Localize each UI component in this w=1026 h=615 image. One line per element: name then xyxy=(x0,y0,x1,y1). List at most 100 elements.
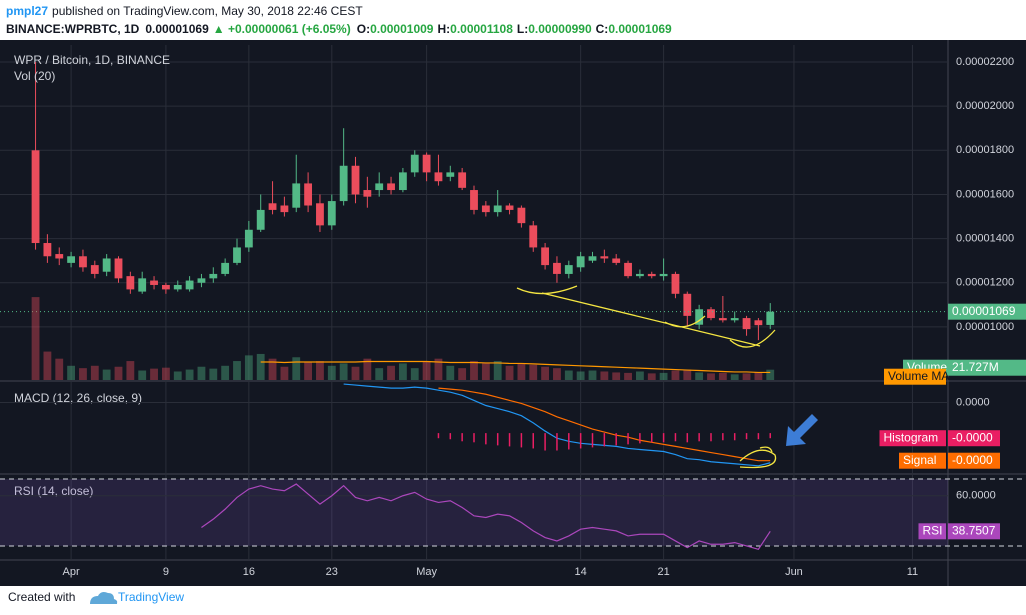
volume-bar xyxy=(304,362,313,380)
volume-bar xyxy=(493,361,502,380)
volume-bar xyxy=(635,371,644,380)
volume-bar xyxy=(564,370,573,380)
volume-bar xyxy=(327,365,336,380)
ohlc-value: 0.00001108 xyxy=(450,22,513,36)
footer-brand[interactable]: TradingView xyxy=(118,590,184,604)
x-tick-label: Apr xyxy=(63,566,80,578)
candle-body xyxy=(588,256,597,261)
volume-bar xyxy=(612,372,621,380)
symbol: BINANCE:WPRBTC, 1D xyxy=(6,22,140,36)
footer-bg xyxy=(0,586,1026,615)
volume-bar xyxy=(588,370,597,380)
author: pmpl27 xyxy=(6,4,48,18)
candle-body xyxy=(31,150,40,244)
volume-bar xyxy=(292,357,301,380)
volume-bar xyxy=(244,355,253,380)
volume-bar xyxy=(233,361,241,380)
candle-body xyxy=(647,273,656,277)
volume-bar xyxy=(730,374,739,380)
volume-bar xyxy=(316,361,324,380)
candle-body xyxy=(90,265,99,274)
y-tick-label: 0.00001400 xyxy=(956,233,1014,245)
candle-body xyxy=(398,172,407,191)
volume-bar xyxy=(718,372,727,380)
volume-bar xyxy=(375,368,384,380)
candle-body xyxy=(742,318,751,330)
candle-body xyxy=(671,273,680,294)
volume-bar xyxy=(505,365,514,380)
volume-bar xyxy=(114,366,123,380)
legend-label: Signal xyxy=(903,453,936,467)
volume-bar xyxy=(90,365,99,380)
candle-body xyxy=(161,284,170,290)
indicator-line xyxy=(201,483,771,550)
plot: Apr 9 16 23 May 14 21 Jun 11 0.00001000 0.00001200… xyxy=(0,40,1026,586)
volume-bar xyxy=(173,371,182,380)
change: ▲ +0.00000061 (+6.05%) xyxy=(213,22,351,36)
candle-body xyxy=(185,280,194,290)
volume-value-label-box xyxy=(948,359,1026,376)
candle-body xyxy=(635,273,644,277)
volume-bar xyxy=(410,368,419,380)
candle-body xyxy=(505,205,514,210)
ohlc-value: 0.00001009 xyxy=(370,22,434,36)
x-tick-label: 9 xyxy=(163,566,169,578)
ohlc-label: C: xyxy=(596,22,609,36)
volume-bar xyxy=(517,363,526,380)
volume-bar xyxy=(138,370,147,380)
volume-bar xyxy=(363,358,372,380)
ohlc-value: 0.00001069 xyxy=(608,22,672,36)
candle-body xyxy=(316,203,324,226)
candle-body xyxy=(363,190,372,197)
volume-bar xyxy=(659,372,668,380)
candle-body xyxy=(114,258,123,279)
volume-bar xyxy=(470,361,478,380)
candle-body xyxy=(304,183,313,206)
candle-body xyxy=(292,183,301,208)
candle-body xyxy=(327,201,336,226)
candle-body xyxy=(754,320,763,326)
volume-bar xyxy=(126,361,135,380)
annotation-arrow xyxy=(786,414,818,446)
volume-value-label: 21.727M xyxy=(952,360,999,374)
volume-bar xyxy=(541,366,550,380)
candle-body xyxy=(339,165,348,202)
legend-label: Histogram xyxy=(884,430,939,444)
candle-body xyxy=(126,276,135,290)
annotation-curve xyxy=(664,315,706,328)
volume-bar xyxy=(31,297,40,380)
volume-bar xyxy=(185,369,194,380)
candle-body xyxy=(612,258,621,263)
candle-body xyxy=(67,256,76,263)
last-price-label-box xyxy=(948,303,1026,320)
candle-body xyxy=(173,284,182,290)
last-value-label: 38.7507 xyxy=(952,523,996,537)
pane-title: Vol (20) xyxy=(14,69,55,83)
y-tick-label: 0.00001600 xyxy=(956,188,1014,200)
candle-body xyxy=(766,311,775,325)
rsi-band xyxy=(0,479,948,546)
candle-body xyxy=(659,273,668,277)
y-tick-label: 0.00002200 xyxy=(956,56,1014,68)
x-tick-label: 21 xyxy=(657,566,669,578)
candle-body xyxy=(410,154,419,173)
last-value-label: -0.0000 xyxy=(952,453,993,467)
volume-bar xyxy=(197,366,206,380)
last-price: 0.00001069 xyxy=(145,22,209,36)
candle-body xyxy=(553,262,561,274)
candle-body xyxy=(541,247,550,266)
header-line-1: pmpl27 published on TradingView.com, May … xyxy=(6,4,363,18)
candle-body xyxy=(695,309,704,325)
volume-bar xyxy=(221,365,230,380)
candle-body xyxy=(600,256,609,259)
candle-body xyxy=(79,256,87,268)
candle-body xyxy=(256,209,265,230)
annotations xyxy=(516,285,777,469)
y-tick-label: 0.00001200 xyxy=(956,277,1014,289)
ohlc-label: O: xyxy=(357,22,370,36)
volume-bar xyxy=(422,361,431,380)
last-value-label: -0.0000 xyxy=(952,430,993,444)
volume-bar xyxy=(683,369,692,380)
candle-body xyxy=(730,318,739,321)
ohlc-value: 0.00000990 xyxy=(528,22,592,36)
